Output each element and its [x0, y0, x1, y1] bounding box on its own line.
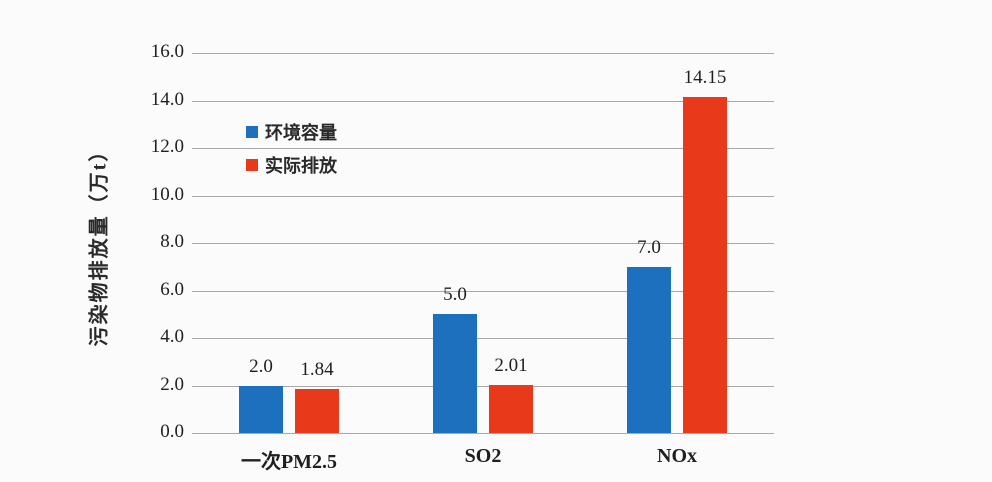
gridline [192, 53, 774, 54]
y-tick-label: 8.0 [160, 231, 184, 252]
y-tick-label: 4.0 [160, 326, 184, 347]
legend-label: 实际排放 [265, 156, 337, 176]
legend-item: 实际排放 [246, 155, 337, 176]
y-axis-title: 污染物排放量（万t） [88, 139, 111, 347]
x-category-label: 一次PM2.5 [240, 451, 338, 473]
plot-area: 2.0 1.84 5.0 2.01 7.0 14.15 [192, 53, 774, 434]
bar-实际排放-SO2 [489, 385, 533, 433]
gridline [192, 290, 774, 292]
gridline [192, 195, 774, 197]
bar-实际排放-NOx [683, 96, 727, 433]
y-tick-label: 16.0 [150, 41, 184, 62]
bar-value-label: 14.15 [683, 66, 727, 88]
bar-实际排放-一次PM2.5 [295, 389, 339, 433]
gridline [192, 385, 774, 387]
legend: 环境容量 实际排放 [246, 122, 337, 188]
y-tick-label: 0.0 [160, 421, 184, 442]
x-category-label: SO2 [464, 445, 502, 467]
gridline [192, 433, 774, 434]
y-tick-label: 10.0 [150, 183, 184, 205]
y-tick-label: 12.0 [150, 136, 184, 157]
legend-swatch-icon [246, 126, 258, 138]
y-tick-label: 14.0 [150, 88, 184, 110]
gridline [192, 100, 774, 102]
gridline [192, 148, 774, 149]
bar-value-label: 2.01 [494, 355, 528, 377]
legend-item: 环境容量 [246, 122, 337, 143]
bar-value-label: 7.0 [637, 236, 661, 258]
bar-value-label: 1.84 [300, 359, 334, 381]
bar-value-label: 5.0 [443, 284, 467, 306]
y-tick-label: 2.0 [160, 373, 184, 395]
legend-swatch-icon [246, 159, 258, 171]
x-category-label: NOx [657, 445, 697, 467]
bar-环境容量-NOx [627, 266, 671, 433]
bar-环境容量-一次PM2.5 [239, 385, 283, 433]
y-tick-label: 6.0 [160, 278, 184, 300]
gridline [192, 243, 774, 244]
gridline [192, 338, 774, 339]
bar-value-label: 2.0 [249, 355, 273, 377]
legend-label: 环境容量 [265, 123, 337, 143]
bar-环境容量-SO2 [433, 314, 477, 433]
